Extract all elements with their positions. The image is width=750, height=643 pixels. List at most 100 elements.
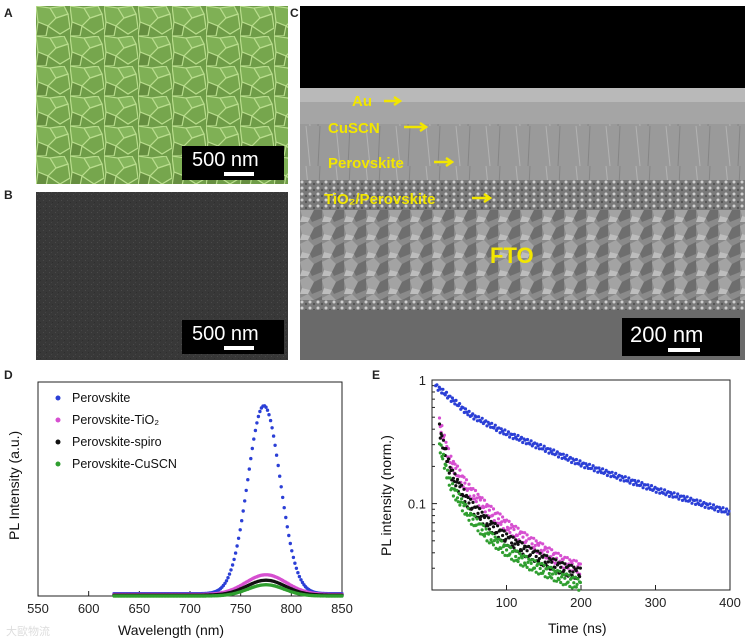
data-point (537, 557, 541, 561)
data-point (587, 462, 592, 466)
data-point (617, 473, 621, 477)
data-point (643, 483, 648, 487)
data-point (571, 570, 575, 574)
data-point (479, 514, 483, 518)
data-point (250, 446, 254, 451)
data-point (533, 559, 537, 563)
x-tick-label-d: 750 (230, 601, 252, 616)
data-point (682, 494, 686, 498)
data-point (546, 447, 550, 451)
sem-image-c: Au CuSCN Perovskite TiO₂/Perovskite FTO … (300, 6, 745, 360)
sem-image-b: 500 nm (36, 192, 288, 360)
series-e-0 (434, 383, 731, 516)
data-point (496, 511, 500, 515)
data-point (715, 505, 719, 509)
data-point (621, 476, 625, 480)
data-point (574, 457, 578, 462)
data-point (444, 447, 448, 451)
data-point (508, 435, 512, 439)
data-point (474, 523, 478, 527)
data-point (604, 468, 608, 472)
data-point (550, 548, 554, 552)
data-point (473, 488, 478, 493)
layer-label-tio2-perovskite: TiO₂/Perovskite (324, 191, 435, 208)
data-point (559, 554, 563, 558)
data-point (461, 406, 465, 410)
data-point (503, 553, 507, 557)
data-point (679, 494, 683, 498)
data-point (501, 550, 505, 555)
data-point (659, 487, 663, 491)
data-point (723, 510, 727, 514)
data-point (478, 498, 482, 502)
data-point (509, 526, 513, 530)
data-point (585, 464, 589, 468)
data-point (490, 421, 494, 425)
data-point (578, 575, 582, 579)
data-point (558, 561, 562, 565)
data-point (494, 546, 498, 550)
y-tick-label-e: 0.1 (408, 497, 426, 512)
data-point (515, 549, 519, 553)
chart-pl-spectra: 550 600 650 700 750 800 850 Perovskite Perovskit… (27, 381, 353, 616)
data-point (441, 438, 446, 442)
data-point (487, 516, 491, 520)
data-point (710, 506, 714, 510)
data-point (558, 569, 562, 573)
axis-xlabel-e: Time (ns) (548, 620, 607, 636)
data-point (469, 497, 473, 501)
data-point (460, 509, 464, 513)
data-point (450, 486, 454, 491)
data-point (497, 537, 501, 541)
data-point (438, 451, 442, 455)
watermark: 大歐物流 (6, 626, 50, 638)
data-point (291, 555, 296, 560)
data-point (285, 525, 289, 529)
data-point (512, 432, 516, 436)
data-point (719, 507, 723, 511)
data-point (530, 542, 534, 546)
data-point (555, 450, 559, 454)
data-point (674, 495, 679, 499)
data-point (232, 557, 236, 562)
data-point (495, 531, 499, 535)
data-point (578, 566, 582, 570)
data-point (273, 443, 277, 447)
data-point (562, 573, 566, 577)
data-point (528, 442, 532, 446)
data-point (531, 558, 535, 562)
data-point (454, 498, 458, 502)
data-point (525, 565, 529, 569)
data-point (546, 565, 550, 569)
data-point (505, 432, 509, 436)
data-point (340, 594, 344, 598)
data-point (449, 399, 453, 403)
data-point (654, 490, 658, 494)
series-e-1 (437, 416, 582, 576)
legend-entry-d: Perovskite-spiro (72, 435, 162, 449)
data-point (525, 437, 530, 442)
legend-entry-d: Perovskite-CuSCN (72, 457, 177, 471)
data-point (451, 468, 455, 472)
data-point (458, 468, 462, 472)
arrow-icon (404, 121, 429, 133)
data-point (726, 512, 730, 516)
data-point (479, 420, 483, 424)
data-point (529, 439, 533, 443)
data-point (561, 583, 565, 587)
data-point (480, 510, 484, 514)
data-point (296, 571, 300, 575)
data-point (667, 494, 671, 498)
data-point (267, 413, 271, 417)
data-point (520, 541, 524, 545)
data-point (573, 575, 578, 579)
data-point (551, 557, 555, 561)
data-point (520, 556, 524, 560)
data-point (537, 562, 541, 566)
data-point (475, 505, 479, 509)
data-point (694, 502, 698, 506)
data-point (572, 458, 576, 462)
data-point (526, 560, 530, 564)
data-point (547, 571, 551, 576)
legend-marker-d (55, 461, 61, 467)
